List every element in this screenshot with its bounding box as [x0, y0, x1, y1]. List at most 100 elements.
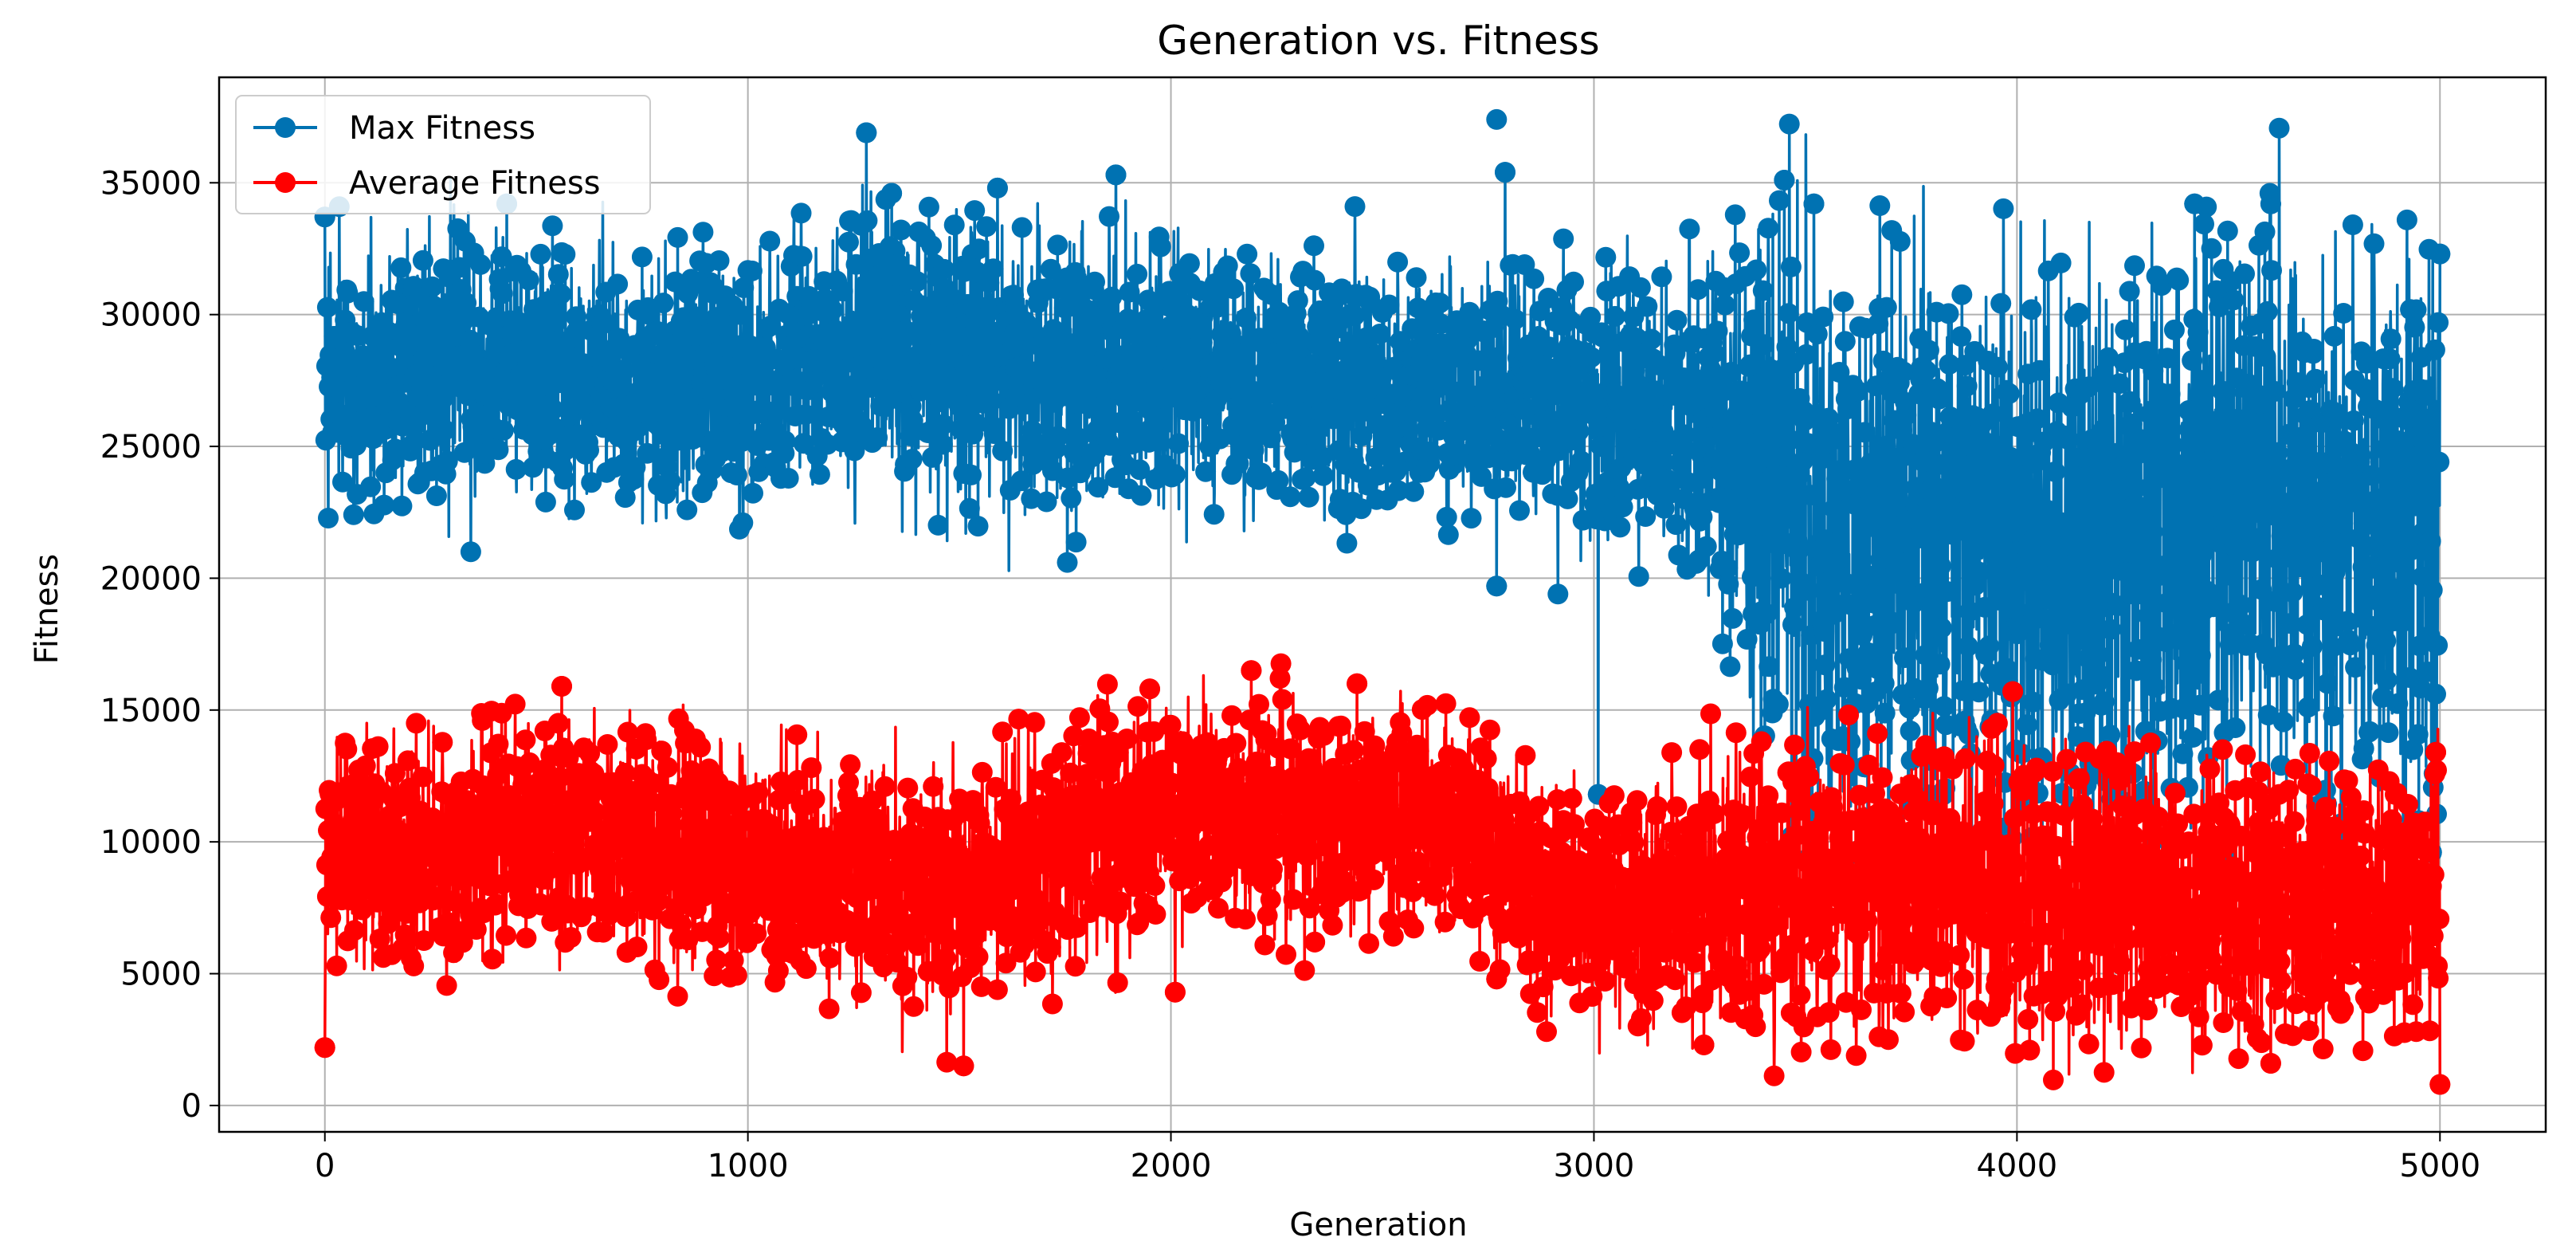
data-point [535, 491, 556, 513]
data-point [639, 304, 661, 325]
data-point [2179, 419, 2200, 440]
data-point [704, 965, 725, 987]
data-point [1948, 465, 1970, 486]
data-point [470, 253, 492, 275]
data-point [1141, 418, 1163, 439]
data-point [886, 952, 908, 973]
data-point [1665, 514, 1687, 536]
data-point [2225, 717, 2246, 738]
data-point [1778, 113, 1800, 135]
data-point [1559, 309, 1580, 331]
data-point [1827, 501, 1849, 522]
data-point [840, 754, 861, 776]
data-point [1036, 491, 1057, 513]
data-point [1099, 206, 1119, 227]
data-point [1532, 976, 1554, 998]
data-point [755, 875, 776, 897]
data-point [1729, 242, 1751, 264]
data-point [1523, 268, 1545, 289]
data-point [1408, 740, 1429, 762]
data-point [2126, 660, 2147, 682]
data-point [2250, 761, 2272, 783]
data-point [1750, 498, 1771, 520]
data-point [555, 244, 576, 265]
data-point [2201, 238, 2222, 259]
data-point [1105, 164, 1127, 186]
data-point [1050, 323, 1072, 344]
data-point [809, 464, 830, 485]
data-point [1561, 788, 1582, 809]
data-point [537, 355, 558, 376]
data-point [1235, 354, 1256, 375]
data-point [1088, 477, 1109, 498]
data-point [1779, 429, 1801, 450]
data-point [1893, 361, 1915, 383]
data-point [414, 930, 434, 951]
data-point [1343, 740, 1364, 761]
data-point [2026, 408, 2048, 430]
data-point [1690, 389, 1711, 410]
data-point [2253, 482, 2275, 504]
data-point [697, 853, 719, 874]
data-point [1770, 568, 1792, 589]
data-point [1312, 465, 1334, 486]
data-point [2319, 750, 2340, 772]
data-point [2218, 564, 2240, 586]
data-point [1840, 902, 1861, 924]
data-point [2353, 800, 2374, 821]
data-point [819, 947, 841, 968]
data-point [382, 358, 404, 379]
data-point [2022, 691, 2044, 713]
data-point [1781, 934, 1802, 956]
data-point [2191, 1035, 2213, 1056]
data-point [1435, 693, 1457, 714]
data-point [1257, 905, 1278, 926]
data-point [1863, 592, 1884, 614]
data-point [2305, 368, 2327, 390]
data-point [2111, 954, 2131, 976]
data-point [1057, 552, 1078, 573]
data-point [412, 249, 433, 271]
data-point [581, 472, 602, 493]
data-point [1260, 889, 1281, 910]
data-point [1220, 323, 1241, 344]
data-point [955, 357, 977, 379]
data-point [1461, 508, 1482, 529]
data-point [1084, 271, 1105, 293]
data-point [360, 476, 382, 497]
data-point [1129, 459, 1151, 481]
data-point [2009, 567, 2031, 588]
data-point [1774, 170, 1795, 191]
data-point [1068, 427, 1089, 449]
data-point [1333, 870, 1355, 892]
data-point [1564, 814, 1585, 835]
data-point [791, 862, 813, 884]
data-point [746, 923, 767, 945]
data-point [1931, 941, 1953, 962]
data-point [969, 812, 990, 834]
data-point [1790, 1041, 1812, 1063]
data-point [515, 729, 536, 751]
data-point [838, 231, 859, 253]
data-point [2270, 971, 2292, 992]
data-point [1707, 320, 1728, 342]
data-point [1261, 284, 1282, 305]
data-point [1635, 506, 1657, 527]
data-point [2350, 845, 2371, 866]
data-point [2333, 303, 2354, 324]
data-point [654, 355, 676, 376]
data-point [1813, 306, 1834, 328]
data-point [2228, 1048, 2249, 1070]
data-point [1930, 956, 1951, 977]
data-point [460, 541, 481, 563]
data-point [2282, 582, 2304, 603]
data-point [2301, 636, 2323, 657]
data-point [1918, 340, 1939, 361]
data-point [1769, 190, 1790, 211]
data-point [1957, 635, 1978, 657]
data-point [2421, 579, 2443, 601]
data-point [2311, 541, 2333, 563]
data-point [708, 250, 730, 271]
data-point [390, 257, 412, 278]
data-point [992, 440, 1014, 462]
